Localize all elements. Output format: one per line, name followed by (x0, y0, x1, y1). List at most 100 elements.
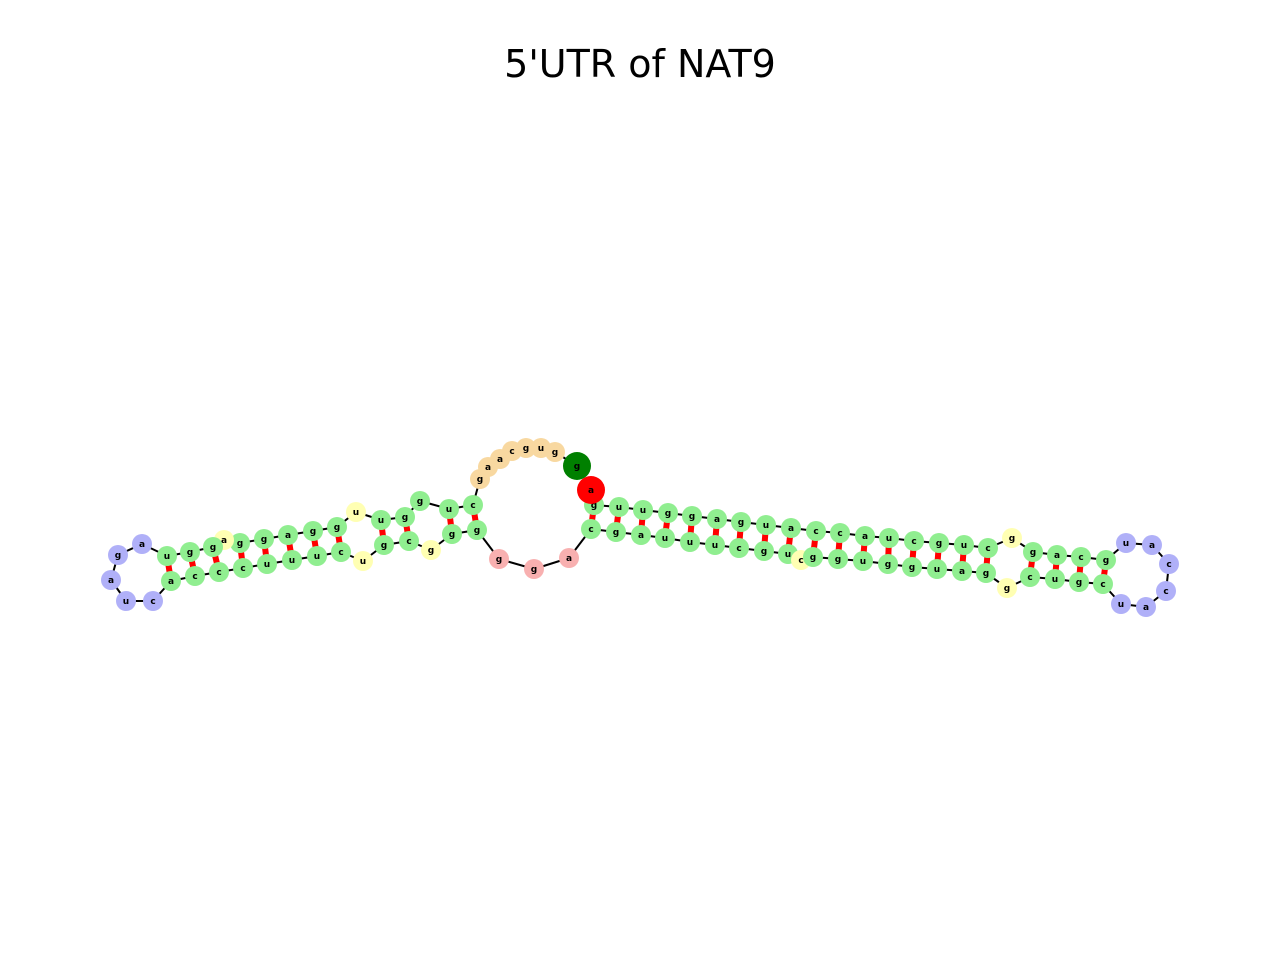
nucleotide-hairpin-loop: u (1116, 533, 1136, 553)
nucleotide-letter: g (210, 543, 216, 553)
nucleotide-circle (101, 570, 121, 590)
nucleotide-unpaired: u (346, 502, 366, 522)
nucleotide-letter: c (406, 537, 411, 547)
nucleotide-letter: u (886, 534, 892, 544)
nucleotide-stem: g (976, 563, 996, 583)
nucleotide-letter: g (1004, 584, 1010, 594)
nucleotide-circle (257, 554, 277, 574)
nucleotide-hairpin-loop: c (1156, 581, 1176, 601)
nucleotide-stem: g (1023, 542, 1043, 562)
nucleotide-letter: g (523, 444, 529, 454)
nucleotide-circle (1142, 535, 1162, 555)
nucleotide-circle (282, 550, 302, 570)
nucleotide-letter: c (1027, 573, 1032, 583)
nucleotide-letter: c (588, 525, 593, 535)
nucleotide-circle (705, 535, 725, 555)
nucleotide-circle (806, 521, 826, 541)
nucleotide-unpaired: g (997, 578, 1017, 598)
nucleotide-letter: g (449, 530, 455, 540)
nucleotide-stem: g (467, 520, 487, 540)
nucleotide-circle (997, 578, 1017, 598)
nucleotide-circle (157, 546, 177, 566)
nucleotide-hairpin-loop: g (108, 545, 128, 565)
nucleotide-circle (463, 495, 483, 515)
nucleotide-letter: u (360, 557, 366, 567)
nucleotide-circle (470, 469, 490, 489)
nucleotide-stem: c (806, 521, 826, 541)
nucleotide-letter: c (470, 501, 475, 511)
nucleotide-circle (1071, 547, 1091, 567)
diagram-title: 5'UTR of NAT9 (504, 42, 776, 86)
nucleotide-stem: g (254, 529, 274, 549)
nucleotide-letter: g (417, 497, 423, 507)
nucleotide-letter: a (485, 463, 491, 473)
nucleotide-stem: c (978, 538, 998, 558)
nucleotide-letter: u (264, 560, 270, 570)
nucleotide-circle (633, 500, 653, 520)
nucleotide-letter: u (961, 541, 967, 551)
nucleotide-circle (929, 533, 949, 553)
nucleotide-stem: g (606, 522, 626, 542)
nucleotide-letter: u (785, 550, 791, 560)
nucleotide-junction: g (489, 549, 509, 569)
nucleotide-letter: c (798, 556, 803, 566)
nucleotide-circle (1047, 545, 1067, 565)
nucleotide-circle (233, 558, 253, 578)
nucleotide-letter: a (221, 536, 227, 546)
nucleotide-circle (902, 557, 922, 577)
nucleotide-letter: a (1054, 551, 1060, 561)
nucleotide-letter: c (240, 564, 245, 574)
nucleotide-letter: g (402, 513, 408, 523)
nucleotide-circle (1116, 533, 1136, 553)
nucleotide-letter: u (712, 541, 718, 551)
nucleotide-letter: g (1030, 548, 1036, 558)
nucleotide-letter: u (860, 557, 866, 567)
nucleotide-unpaired: g (1002, 528, 1022, 548)
nucleotide-letter: g (310, 527, 316, 537)
nucleotide-stem: a (952, 561, 972, 581)
nucleotide-stem: c (830, 523, 850, 543)
nucleotide-circle (439, 499, 459, 519)
nucleotide-circle (707, 509, 727, 529)
nucleotide-stem: g (1096, 550, 1116, 570)
nucleotide-circle (180, 542, 200, 562)
nucleotide-circle (185, 566, 205, 586)
nucleotide-junction: a (559, 548, 579, 568)
nucleotide-circle (581, 519, 601, 539)
nucleotide-circle (327, 517, 347, 537)
nucleotide-letter: g (936, 539, 942, 549)
nucleotide-multiloop: g (470, 469, 490, 489)
nucleotide-circle (756, 515, 776, 535)
nucleotide-letter: a (1149, 541, 1155, 551)
nucleotide-circle (1069, 572, 1089, 592)
nucleotide-circle (374, 535, 394, 555)
nucleotide-circle (954, 535, 974, 555)
nucleotide-stem: u (439, 499, 459, 519)
nucleotide-letter: g (261, 535, 267, 545)
nucleotide-letter: c (1078, 553, 1083, 563)
nucleotide-stem: u (257, 554, 277, 574)
nucleotide-letter: a (1143, 603, 1149, 613)
nucleotide-letter: u (538, 444, 544, 454)
nucleotide-circle (230, 533, 250, 553)
nucleotide-stem: u (927, 559, 947, 579)
nucleotide-stem: c (331, 542, 351, 562)
nucleotide-circle (1136, 597, 1156, 617)
nucleotide-letter: c (338, 548, 343, 558)
nucleotide-circle (489, 549, 509, 569)
nucleotide-hairpin-loop: u (116, 591, 136, 611)
nucleotide-stem: g (303, 521, 323, 541)
nucleotide-letter: g (531, 565, 537, 575)
nucleotide-letter: c (509, 447, 514, 457)
nucleotide-letter: u (378, 516, 384, 526)
nucleotide-stem: g (878, 554, 898, 574)
nucleotide-letter: g (552, 448, 558, 458)
nucleotide-circle (346, 502, 366, 522)
nucleotide-letter: g (1103, 556, 1109, 566)
nucleotide-letter: g (591, 501, 597, 511)
nucleotide-stem: c (729, 538, 749, 558)
nucleotide-circle (1096, 550, 1116, 570)
nucleotide-letter: c (192, 572, 197, 582)
nucleotide-stem: c (463, 495, 483, 515)
nucleotide-circle (1045, 569, 1065, 589)
